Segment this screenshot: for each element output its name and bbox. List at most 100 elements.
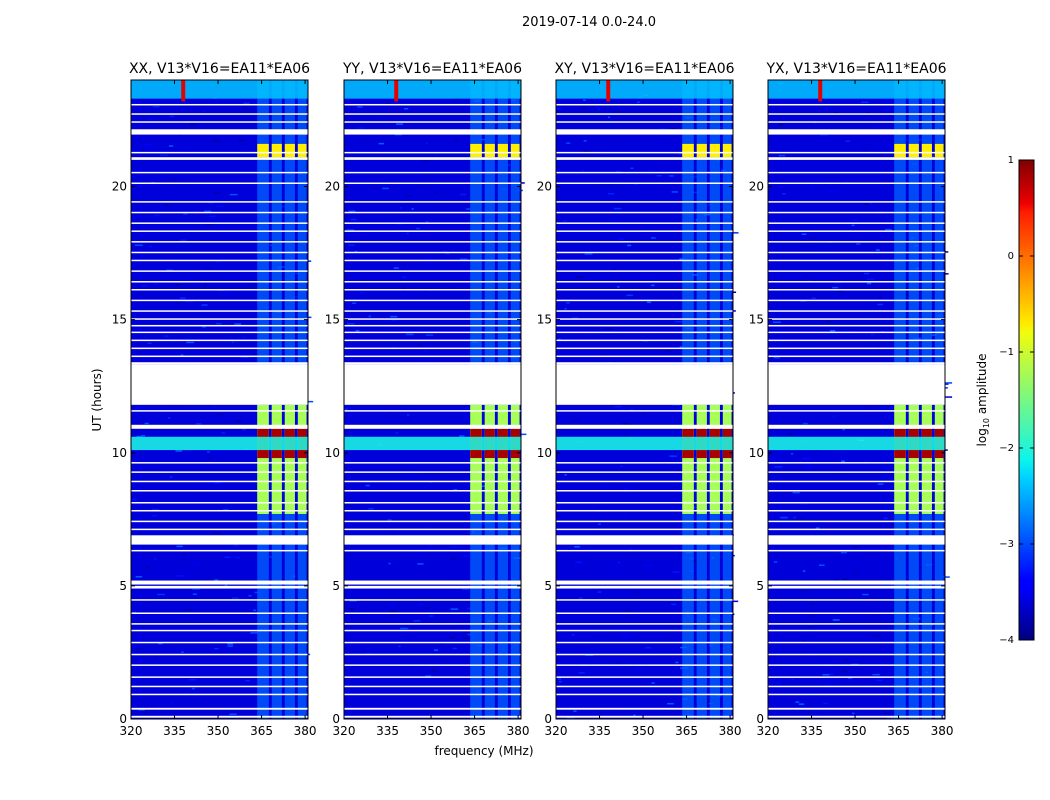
noise-speck bbox=[563, 220, 567, 222]
y-tick-label: 10 bbox=[325, 446, 340, 460]
noise-speck bbox=[867, 407, 875, 409]
noise-speck bbox=[864, 515, 868, 518]
rfi-block bbox=[271, 404, 282, 514]
noise-speck bbox=[801, 233, 807, 235]
rfi-evening bbox=[484, 143, 495, 158]
noise-speck bbox=[869, 202, 872, 204]
panel-1: XX, V13*V16=EA11*EA06 320 335 350 365 380 0 5 10… bbox=[112, 61, 317, 738]
noise-speck bbox=[431, 670, 437, 672]
noise-speck bbox=[242, 597, 249, 599]
noise-speck bbox=[425, 334, 434, 336]
noise-speck bbox=[380, 243, 389, 245]
noise-speck bbox=[400, 207, 402, 209]
colorbar-tick-label: −4 bbox=[999, 635, 1014, 646]
flagged-row bbox=[768, 462, 945, 464]
noise-speck bbox=[595, 485, 600, 487]
noise-speck bbox=[173, 406, 181, 409]
noise-speck bbox=[252, 274, 255, 277]
noise-speck bbox=[227, 643, 234, 645]
noise-speck bbox=[580, 107, 588, 109]
noise-speck bbox=[647, 699, 651, 701]
panel-4: YX, V13*V16=EA11*EA06 320 335 350 365 380 0 5 10… bbox=[749, 61, 954, 738]
flagged-row bbox=[344, 715, 521, 718]
noise-speck bbox=[872, 673, 880, 676]
noise-speck bbox=[776, 682, 781, 684]
flagged-row bbox=[131, 471, 308, 473]
flagged-row bbox=[131, 641, 308, 644]
noise-speck bbox=[604, 161, 610, 163]
noise-speck bbox=[160, 154, 168, 156]
noise-speck bbox=[566, 717, 575, 719]
noise-speck bbox=[440, 643, 445, 645]
noise-speck bbox=[176, 545, 183, 548]
noise-speck bbox=[205, 223, 214, 225]
noise-speck bbox=[865, 680, 872, 682]
flagged-rows bbox=[131, 103, 308, 718]
noise-speck bbox=[651, 284, 655, 287]
noise-speck bbox=[148, 245, 153, 248]
broadband-band bbox=[344, 436, 521, 451]
noise-speck bbox=[155, 674, 163, 676]
y-tick-label: 15 bbox=[325, 313, 340, 327]
noise-speck bbox=[213, 192, 220, 194]
flagged-row bbox=[131, 331, 308, 334]
flagged-row bbox=[556, 509, 733, 512]
flagged-row bbox=[344, 251, 521, 254]
noise-speck bbox=[215, 205, 223, 208]
colorbar-label-suffix: amplitude bbox=[975, 354, 989, 418]
flagged-row bbox=[131, 410, 308, 412]
flagged-row bbox=[556, 310, 733, 312]
noise-speck bbox=[852, 712, 855, 715]
flagged-row bbox=[131, 490, 308, 492]
noise-speck bbox=[218, 173, 221, 176]
noise-speck bbox=[480, 523, 487, 525]
noise-speck bbox=[573, 710, 577, 712]
noise-speck bbox=[861, 149, 869, 152]
noise-speck bbox=[394, 605, 401, 607]
flagged-row bbox=[768, 222, 945, 224]
noise-speck bbox=[406, 414, 410, 416]
noise-speck bbox=[245, 679, 250, 682]
noise-speck bbox=[424, 303, 430, 306]
noise-speck bbox=[145, 566, 149, 568]
noise-speck bbox=[382, 406, 385, 409]
noise-speck bbox=[845, 453, 850, 456]
x-tick-label: 350 bbox=[207, 724, 230, 738]
rfi-spike bbox=[606, 80, 611, 102]
noise-speck bbox=[365, 297, 370, 299]
noise-speck bbox=[782, 193, 786, 195]
flagged-row bbox=[556, 270, 733, 272]
flagged-row bbox=[556, 324, 733, 327]
noise-speck bbox=[355, 330, 360, 332]
flagged-row bbox=[131, 182, 308, 185]
flagged-row bbox=[344, 653, 521, 656]
flagged-row bbox=[131, 347, 308, 350]
noise-speck bbox=[802, 570, 806, 572]
noise-speck bbox=[425, 142, 428, 145]
noise-speck bbox=[807, 626, 813, 628]
noise-speck bbox=[789, 622, 797, 624]
noise-speck bbox=[617, 238, 625, 240]
x-tick-label: 365 bbox=[675, 724, 698, 738]
flagged-row bbox=[344, 201, 521, 203]
flagged-row bbox=[131, 664, 308, 666]
noise-speck bbox=[450, 557, 456, 560]
noise-speck bbox=[181, 126, 185, 128]
noise-speck bbox=[179, 134, 182, 137]
top-band bbox=[131, 80, 308, 99]
noise-speck bbox=[806, 712, 813, 714]
panel-title: YX, V13*V16=EA11*EA06 bbox=[765, 61, 946, 77]
noise-speck bbox=[883, 517, 888, 520]
colorbar-tick-label: −1 bbox=[999, 347, 1014, 358]
noise-speck bbox=[558, 680, 562, 683]
noise-speck bbox=[204, 338, 210, 340]
flagged-row bbox=[768, 299, 945, 302]
noise-speck bbox=[671, 603, 677, 606]
noise-speck bbox=[789, 146, 797, 148]
rfi-block bbox=[510, 404, 520, 514]
y-tick-label: 20 bbox=[325, 180, 340, 194]
flagged-row bbox=[768, 259, 945, 262]
flagged-row bbox=[131, 676, 308, 678]
noise-speck bbox=[672, 571, 680, 573]
noise-speck bbox=[847, 333, 850, 336]
